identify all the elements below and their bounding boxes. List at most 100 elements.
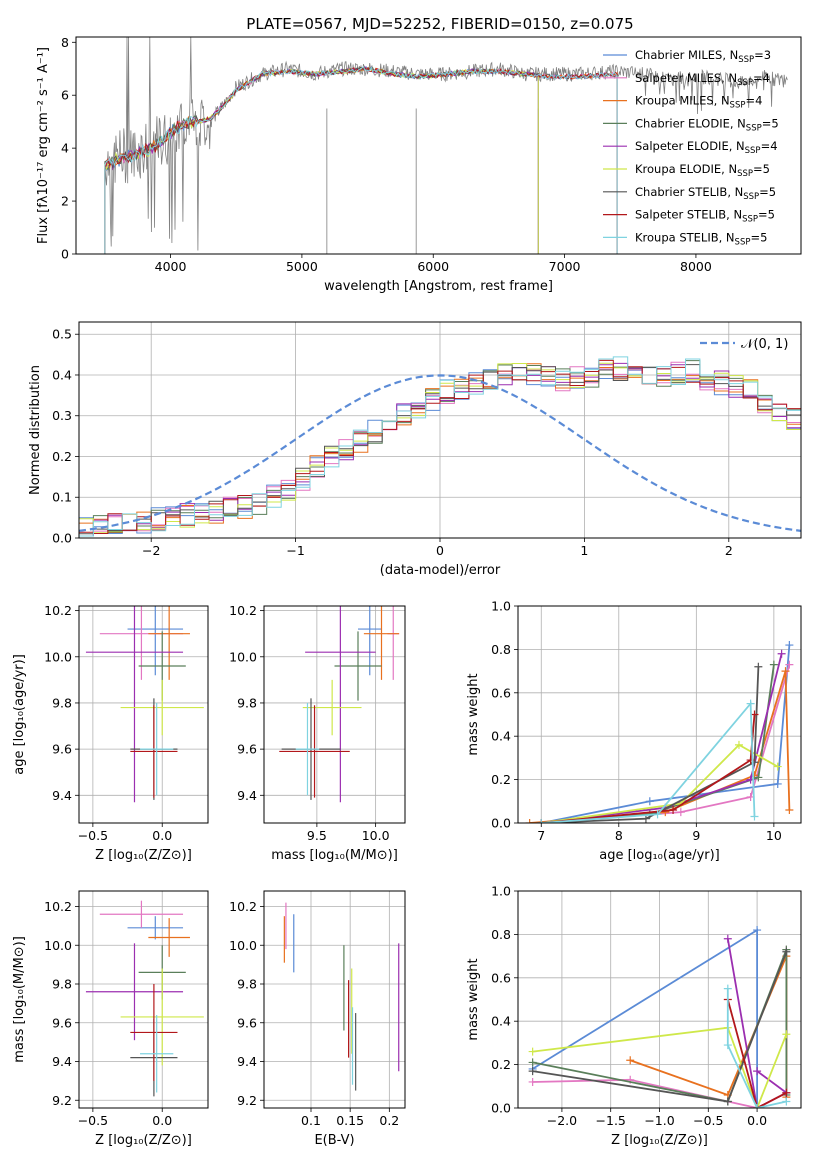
x-axis-label: Z [log₁₀(Z/Z⊙)] <box>95 1133 192 1148</box>
y-tick-label: 9.4 <box>52 1054 72 1069</box>
mass-weight-marker <box>653 810 662 819</box>
axes-frame <box>78 890 209 1109</box>
x-axis-label: E(B-V) <box>314 1133 354 1148</box>
legend-label: Kroupa ELODIE, NSSP=5 <box>635 162 770 179</box>
histogram-step <box>79 364 801 538</box>
legend-label: Chabrier STELIB, NSSP=5 <box>635 185 776 202</box>
y-tick-label: 9.6 <box>237 1015 257 1030</box>
y-tick-label: 8 <box>61 35 69 50</box>
weight-vs-Z-plot <box>528 926 791 1108</box>
x-tick-label: 0.15 <box>336 1113 364 1128</box>
y-tick-label: 2 <box>61 194 69 209</box>
mass-weight-marker <box>754 662 763 671</box>
y-tick-label: 9.6 <box>52 742 72 757</box>
mass-weight-line <box>541 743 779 823</box>
mass-weight-line <box>532 1026 788 1108</box>
mass-weight-line <box>541 714 756 823</box>
y-tick-label: 0.8 <box>491 927 511 942</box>
legend-label: Kroupa MILES, NSSP=4 <box>635 94 762 111</box>
axes-frame <box>263 890 406 1109</box>
mass-weight-marker <box>785 641 794 650</box>
mass-weight-line <box>541 701 756 823</box>
mass-weight-marker <box>773 779 782 788</box>
model-spectrum-line <box>104 66 618 254</box>
x-tick-label: 0.0 <box>747 1113 767 1128</box>
residuals-axes: −2 −1 0 1 2 0.0 0.1 0.2 0.3 0.4 0.5 (data-model)/er… <box>28 321 802 578</box>
x-tick-label: 8000 <box>680 259 712 274</box>
mass-weight-marker <box>785 660 794 669</box>
mass-weight-line <box>541 653 783 823</box>
x-axis-label: wavelength [Angstrom, rest frame] <box>324 279 553 294</box>
y-tick-label: 0.2 <box>491 1057 511 1072</box>
y-tick-label: 0.1 <box>52 490 72 505</box>
x-tick-label: −1 <box>286 543 304 558</box>
x-axis-label: age [log₁₀(age/yr)] <box>599 848 720 863</box>
y-tick-label: 10.2 <box>44 899 72 914</box>
x-axis-label: (data-model)/error <box>380 563 501 578</box>
mass-weight-marker <box>782 1097 791 1106</box>
legend-label: 𝒩(0, 1) <box>741 337 788 352</box>
mass-weight-marker <box>753 1104 762 1108</box>
y-tick-label: 10.0 <box>229 649 257 664</box>
y-tick-label: 0.2 <box>491 772 511 787</box>
x-tick-label: 7000 <box>549 259 581 274</box>
x-tick-label: 0.0 <box>152 1113 172 1128</box>
mass-weight-marker <box>746 699 755 708</box>
legend-label: Salpeter MILES, NSSP=4 <box>635 71 770 88</box>
y-tick-label: 0.8 <box>491 642 511 657</box>
y-axis-label: mass weight <box>466 673 481 755</box>
x-tick-label: 5000 <box>286 259 318 274</box>
y-tick-label: 1.0 <box>491 599 511 614</box>
mass-weight-line <box>726 988 787 1108</box>
axes-frame <box>263 605 406 824</box>
y-tick-label: 9.6 <box>237 742 257 757</box>
mass-weight-marker <box>528 1047 537 1056</box>
y-axis-label: mass [log₁₀(M/M⊙)] <box>12 936 27 1063</box>
x-tick-label: −2.0 <box>547 1113 577 1128</box>
mass-weight-marker <box>769 660 778 669</box>
y-tick-label: 9.8 <box>52 977 72 992</box>
y-tick-label: 9.8 <box>52 695 72 710</box>
x-tick-label: −0.5 <box>78 1113 108 1128</box>
model-spectrum-line <box>104 66 618 254</box>
histogram-step <box>79 362 801 538</box>
x-axis-label: Z [log₁₀(Z/Z⊙)] <box>95 848 192 863</box>
y-tick-label: 0.0 <box>491 1101 511 1116</box>
legend-label: Kroupa STELIB, NSSP=5 <box>635 230 767 247</box>
x-tick-label: 10 <box>766 828 782 843</box>
mass-weight-marker <box>645 797 654 806</box>
mass-weight-marker <box>626 1056 635 1065</box>
y-tick-label: 0.4 <box>491 729 511 744</box>
spectrum-axes: 4000 5000 6000 7000 8000 0 2 4 6 8 wavelength [Ang… <box>36 35 802 294</box>
y-tick-label: 10.2 <box>229 603 257 618</box>
x-tick-label: −0.5 <box>693 1113 723 1128</box>
x-tick-label: 6000 <box>417 259 449 274</box>
y-tick-label: 0.0 <box>52 531 72 546</box>
weight-vs-Z-axes: −2.0 −1.5 −1.0 −0.5 0.0 0.0 0.2 0.4 0.6 0.8 1.0 Z [… <box>466 884 802 1148</box>
mass-weight-marker <box>753 926 762 935</box>
mass-weight-marker <box>669 805 678 814</box>
mass-vs-EBV-axes: 0.1 0.15 0.2 9.2 9.4 9.6 9.8 10.0 10.2 E(B-V) <box>229 890 406 1148</box>
y-tick-label: 10.2 <box>229 899 257 914</box>
y-tick-label: 0.2 <box>52 449 72 464</box>
model-spectrum-line <box>104 66 618 254</box>
mass-vs-Z-axes: −0.5 0.0 9.2 9.4 9.6 9.8 10.0 10.2 Z [log₁₀(Z/Z⊙… <box>12 890 209 1148</box>
mass-weight-marker <box>528 1067 537 1076</box>
axes-frame <box>517 890 802 1109</box>
mass-vs-EBV-plot <box>283 902 400 1091</box>
x-tick-label: 0.0 <box>152 828 172 843</box>
y-tick-label: 9.2 <box>52 1093 72 1108</box>
mass-weight-marker <box>723 934 732 943</box>
x-tick-label: −1.5 <box>596 1113 626 1128</box>
mass-weight-marker <box>723 984 732 993</box>
mass-weight-marker <box>777 649 786 658</box>
y-tick-label: 9.4 <box>237 1054 257 1069</box>
mass-weight-marker <box>782 947 791 956</box>
age-vs-Z-axes: −0.5 0.0 9.4 9.6 9.8 10.0 10.2 Z [log₁₀(Z/Z⊙)] a… <box>12 603 209 863</box>
legend-label: Salpeter ELODIE, NSSP=4 <box>635 139 778 156</box>
mass-weight-marker <box>528 1077 537 1086</box>
mass-weight-marker <box>537 819 546 823</box>
residuals-plot <box>79 356 801 538</box>
legend-label: Chabrier ELODIE, NSSP=5 <box>635 116 779 133</box>
